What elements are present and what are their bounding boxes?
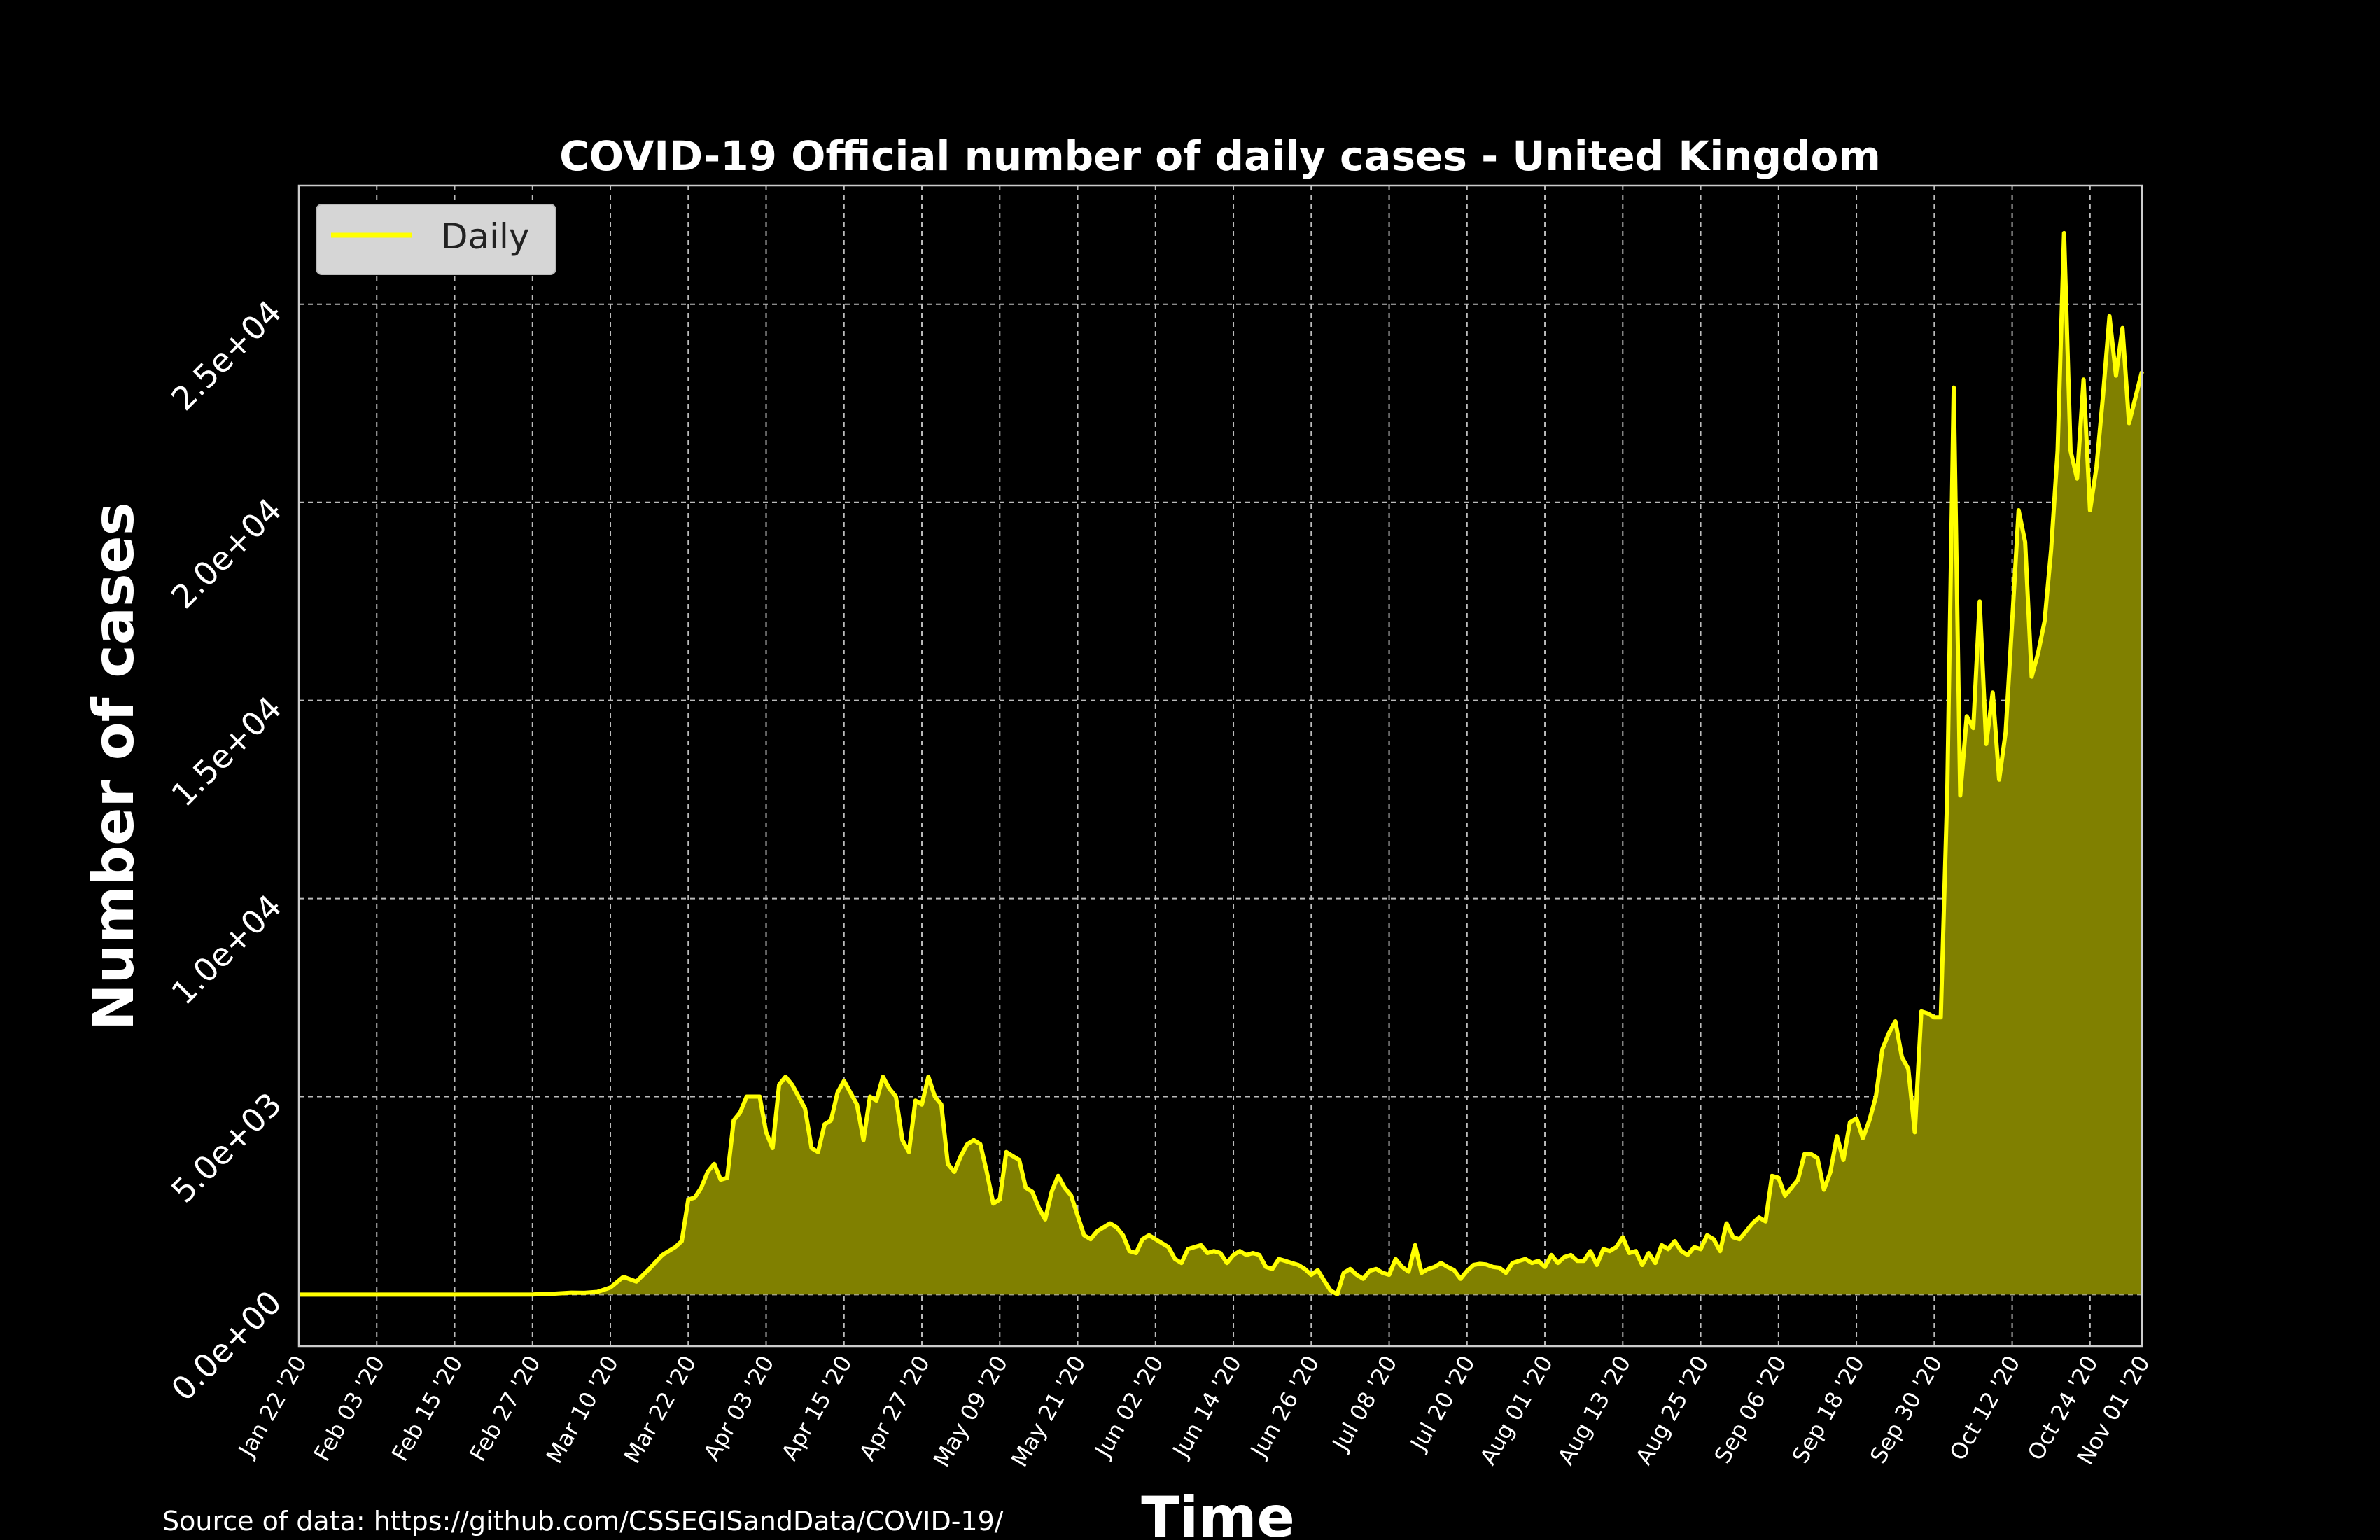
daily-area — [299, 232, 2142, 1295]
y-axis-label: Number of cases — [81, 503, 146, 1031]
source-note: Source of data: https://github.com/CSSEG… — [162, 1506, 1004, 1536]
daily-line — [299, 230, 2144, 1297]
legend-box — [316, 204, 556, 275]
chart-title: COVID-19 Official number of daily cases … — [559, 132, 1881, 180]
legend-entry-daily: Daily — [441, 216, 530, 257]
legend: Daily — [316, 204, 556, 275]
x-axis-label: Time — [1141, 1485, 1295, 1540]
plot-frame — [298, 184, 2143, 1348]
